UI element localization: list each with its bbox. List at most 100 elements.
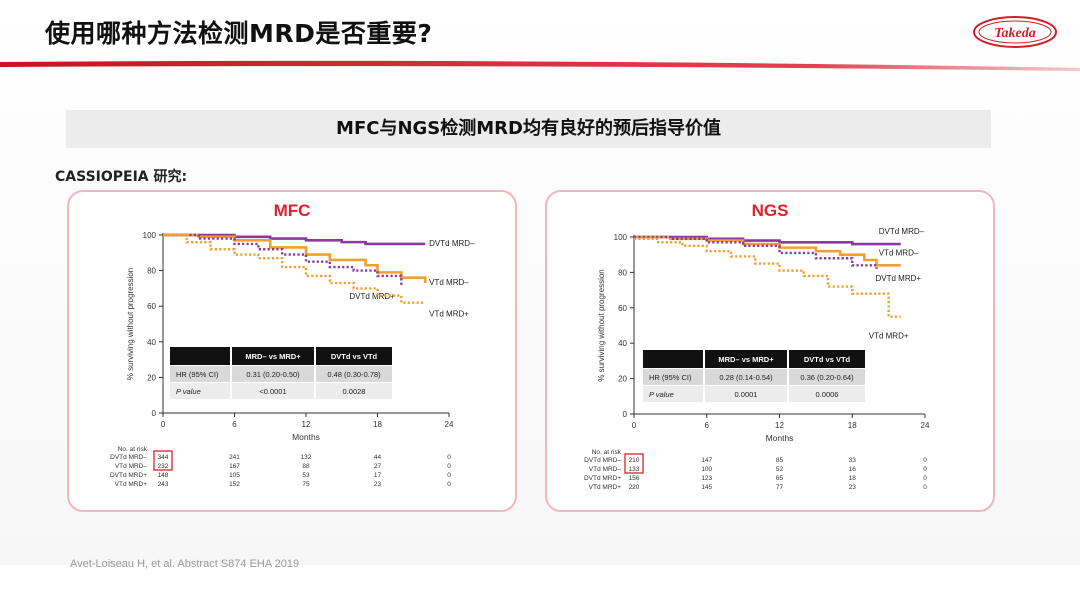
at-risk-value: 18 <box>849 475 857 482</box>
table-cell-text: HR (95% CI) <box>649 373 692 382</box>
x-axis-label: Months <box>292 432 320 442</box>
y-tick-label: 100 <box>614 233 628 242</box>
table-cell-text: 0.31 (0.20-0.50) <box>246 370 300 379</box>
x-tick-label: 6 <box>232 420 237 429</box>
slide-title: 使用哪种方法检测MRD是否重要? <box>45 19 433 48</box>
table-cell-text: 0.48 (0.30-0.78) <box>327 370 381 379</box>
at-risk-value: 17 <box>374 472 382 479</box>
at-risk-value: 132 <box>301 454 312 461</box>
x-axis-label: Months <box>766 433 794 443</box>
series-label: DVTd MRD+ <box>349 292 395 301</box>
y-axis-label: % surviving without progression <box>597 269 606 382</box>
at-risk-title: No. at risk <box>592 449 622 456</box>
x-tick-label: 12 <box>775 421 784 430</box>
series-label: VTd MRD+ <box>869 332 909 341</box>
at-risk-value: 0 <box>923 475 927 482</box>
at-risk-value: 100 <box>701 466 712 473</box>
at-risk-title: No. at risk <box>118 446 148 453</box>
at-risk-row-label: VTd MRD+ <box>589 484 622 491</box>
series-line <box>634 235 901 246</box>
at-risk-value: 0 <box>923 457 927 464</box>
y-tick-label: 40 <box>618 339 627 348</box>
at-risk-value: 88 <box>302 463 310 470</box>
subtitle-bar: MFC与NGS检测MRD均有良好的预后指导价值 <box>66 110 991 148</box>
table-header-cell <box>316 347 392 365</box>
x-tick-label: 18 <box>848 421 857 430</box>
at-risk-value: 0 <box>923 466 927 473</box>
table-cell <box>232 366 314 382</box>
footnote: Avet-Loiseau H, et al. Abstract S874 EHA… <box>70 558 300 570</box>
table-cell <box>789 369 865 385</box>
table-cell-text: 0.36 (0.20-0.64) <box>800 373 854 382</box>
at-risk-value: 0 <box>447 481 451 488</box>
at-risk-value: 145 <box>701 484 712 491</box>
header-red-line <box>0 60 1080 71</box>
at-risk-value: 65 <box>776 475 784 482</box>
at-risk-value: 210 <box>629 457 640 464</box>
table-cell <box>705 369 787 385</box>
y-axis-label: % surviving without progression <box>126 268 135 381</box>
mfc-chart-panel: MFC 0 20 40 60 80 100 0 6 12 18 24 Months % surviving… <box>67 190 517 512</box>
table-cell <box>705 386 787 402</box>
y-tick-label: 0 <box>152 409 157 418</box>
chart-title: NGS <box>752 201 789 220</box>
at-risk-value: 152 <box>229 481 240 488</box>
table-cell-text: HR (95% CI) <box>176 370 219 379</box>
at-risk-row-label: VTd MRD– <box>115 463 148 470</box>
at-risk-value: 85 <box>776 457 784 464</box>
at-risk-value: 232 <box>158 463 169 470</box>
ngs-chart: NGS 0 20 40 60 80 100 0 6 12 18 24 Months % surviving… <box>584 201 930 491</box>
at-risk-value: 23 <box>374 481 382 488</box>
table-cell-text: 0.0006 <box>816 390 839 399</box>
at-risk-row-label: DVTd MRD+ <box>110 472 147 479</box>
series-line <box>163 233 403 285</box>
table-header-cell <box>789 350 865 368</box>
at-risk-value: 156 <box>629 475 640 482</box>
at-risk-value: 0 <box>447 472 451 479</box>
table-cell-text: P value <box>176 387 201 396</box>
table-cell <box>643 369 703 385</box>
mrd-negative-highlight-box <box>153 450 173 471</box>
mfc-chart: MFC 0 20 40 60 80 100 0 6 12 18 24 Months % surviving… <box>110 201 475 488</box>
table-cell <box>643 386 703 402</box>
at-risk-value: 105 <box>229 472 240 479</box>
at-risk-value: 23 <box>849 484 857 491</box>
table-header-cell <box>232 347 314 365</box>
series-line <box>634 235 878 269</box>
at-risk-value: 123 <box>701 475 712 482</box>
study-label: CASSIOPEIA 研究: <box>55 169 188 185</box>
at-risk-value: 52 <box>776 466 784 473</box>
at-risk-value: 148 <box>158 472 169 479</box>
at-risk-value: 241 <box>229 454 240 461</box>
y-tick-label: 0 <box>623 410 628 419</box>
series-label: VTd MRD– <box>429 278 469 287</box>
at-risk-row-label: DVTd MRD+ <box>584 475 621 482</box>
at-risk-value: 167 <box>229 463 240 470</box>
at-risk-value: 77 <box>776 484 784 491</box>
table-cell-text: 0.0028 <box>343 387 366 396</box>
at-risk-value: 220 <box>629 484 640 491</box>
x-tick-label: 12 <box>302 420 311 429</box>
table-cell <box>170 383 230 399</box>
y-tick-label: 20 <box>147 373 156 382</box>
series-label: DVTd MRD– <box>879 227 925 236</box>
y-tick-label: 20 <box>618 375 627 384</box>
series-line <box>634 235 901 267</box>
x-tick-label: 0 <box>632 421 637 430</box>
table-cell-text: 0.28 (0.14-0.54) <box>719 373 773 382</box>
series-line <box>163 233 427 284</box>
at-risk-value: 16 <box>849 466 857 473</box>
table-cell <box>316 383 392 399</box>
series-label: DVTd MRD– <box>429 239 475 248</box>
at-risk-row-label: VTd MRD+ <box>115 481 148 488</box>
at-risk-value: 0 <box>447 454 451 461</box>
at-risk-value: 33 <box>849 457 857 464</box>
table-header-cell <box>643 350 703 368</box>
table-header-text: MRD– vs MRD+ <box>245 352 301 361</box>
at-risk-row-label: DVTd MRD– <box>110 454 147 461</box>
at-risk-value: 75 <box>302 481 310 488</box>
at-risk-row-label: VTd MRD– <box>589 466 622 473</box>
series-line <box>634 237 901 318</box>
table-cell-text: <0.0001 <box>259 387 286 396</box>
y-tick-label: 60 <box>618 304 627 313</box>
